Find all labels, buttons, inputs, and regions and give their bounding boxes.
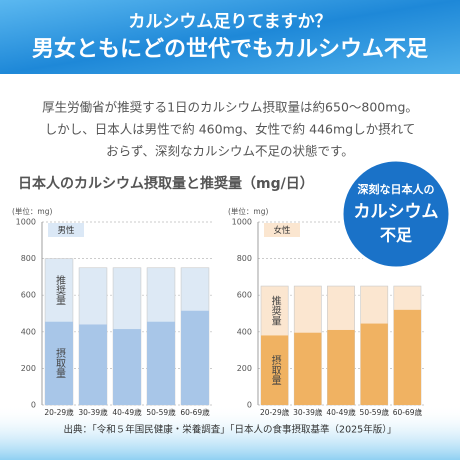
y-tick-label: 200 <box>21 364 36 373</box>
source: 出典：「令和５年国民健康・栄養調査」「日本人の食事摂取基準（2025年版）」 <box>64 424 397 436</box>
chart-heading: 日本人のカルシウム摂取量と推奨量（mg/日） <box>18 175 314 192</box>
body-line: 厚生労働省が推奨する1日のカルシウム摂取量は約650～800mg。 <box>42 100 418 115</box>
badge-line: 不足 <box>380 226 413 245</box>
bar <box>113 329 141 405</box>
bar <box>327 329 355 405</box>
chart-title-box <box>264 223 300 237</box>
header-band <box>0 0 460 74</box>
x-tick-label: 40-49歳 <box>326 407 356 417</box>
badge <box>340 158 452 270</box>
x-tick-label: 20-29歳 <box>260 407 290 417</box>
y-tick-label: 200 <box>237 364 252 373</box>
y-tick-label: 600 <box>237 291 252 300</box>
x-tick-label: 50-59歳 <box>146 407 176 417</box>
bar <box>393 309 422 405</box>
chart-title-box <box>48 223 84 237</box>
header-title-2: 男女ともにどの世代でもカルシウム不足 <box>32 36 428 62</box>
bar <box>147 321 175 405</box>
x-tick-label: 20-29歳 <box>44 407 74 417</box>
x-tick-label: 30-39歳 <box>293 407 323 417</box>
x-tick-label: 40-49歳 <box>112 407 142 417</box>
y-tick-label: 600 <box>21 291 36 300</box>
series-label: 推奨量 <box>54 274 66 305</box>
bar <box>260 335 289 405</box>
bar <box>79 324 107 405</box>
y-tick-label: 0 <box>31 401 36 410</box>
bar <box>294 332 322 405</box>
water-band <box>0 405 460 460</box>
y-axis-label: (単位：mg) <box>228 206 268 216</box>
y-tick-label: 800 <box>237 254 252 263</box>
y-tick-label: 400 <box>21 327 36 336</box>
chart-title: 女性 <box>273 225 291 236</box>
y-tick-label: 1000 <box>16 218 36 227</box>
body-line: おらず、深刻なカルシウム不足の状態です。 <box>106 144 354 159</box>
chart-title: 男性 <box>57 225 75 236</box>
series-label: 摂取量 <box>269 354 281 385</box>
y-tick-label: 0 <box>247 401 252 410</box>
y-tick-label: 1000 <box>232 218 252 227</box>
x-tick-label: 30-39歳 <box>78 407 108 417</box>
x-tick-label: 60-69歳 <box>393 407 423 417</box>
series-label: 摂取量 <box>54 347 66 378</box>
badge-line: カルシウム <box>354 202 439 222</box>
header-title-1: カルシウム足りてますか？ <box>128 12 331 32</box>
badge-line: 深刻な日本人の <box>358 182 435 196</box>
body-line: しかし、日本人は男性で約 460mg、女性で約 446mgしか摂れて <box>45 122 416 137</box>
bar <box>181 310 209 405</box>
series-label: 推奨量 <box>269 295 281 326</box>
y-axis-label: (単位：mg) <box>12 206 52 216</box>
bar <box>360 323 388 405</box>
y-tick-label: 800 <box>21 254 36 263</box>
x-tick-label: 60-69歳 <box>180 407 210 417</box>
bar <box>45 321 73 405</box>
x-tick-label: 50-59歳 <box>360 407 390 417</box>
y-tick-label: 400 <box>237 327 252 336</box>
